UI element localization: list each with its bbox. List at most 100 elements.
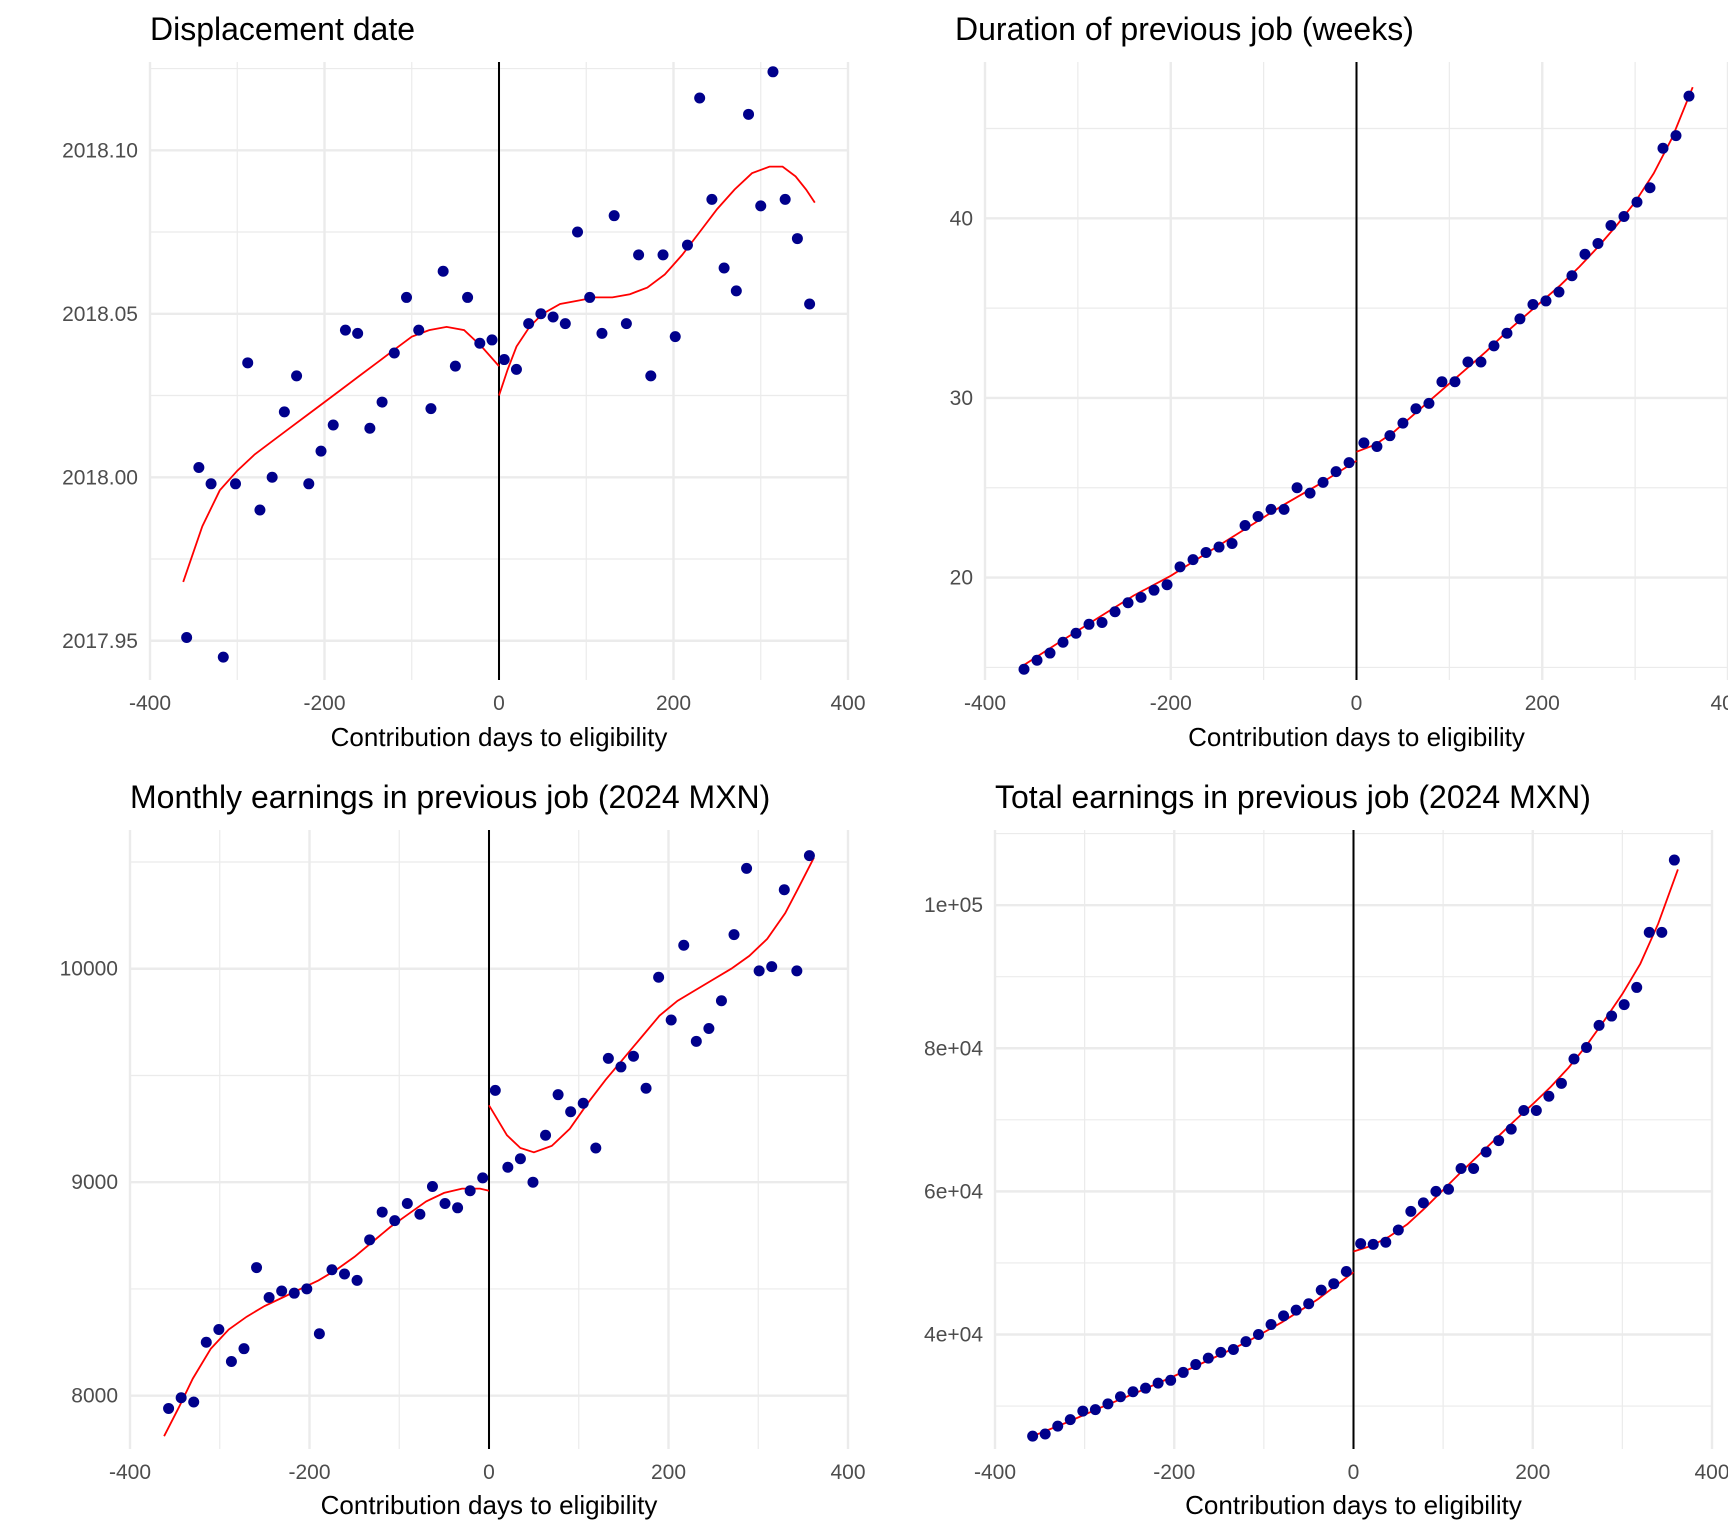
- data-point: [1190, 1359, 1202, 1371]
- fit-right-line: [498, 165, 816, 396]
- x-tick-label: 0: [493, 692, 505, 715]
- data-point: [1443, 1183, 1455, 1195]
- data-point: [352, 327, 364, 339]
- y-axis: 2017.95 2018.00 2018.05 2018.10: [62, 139, 138, 652]
- y-tick-label: 2018.10: [62, 139, 138, 162]
- data-point: [1468, 1162, 1480, 1174]
- x-tick-label: -200: [288, 1461, 330, 1484]
- y-tick-label: 2018.00: [62, 466, 138, 489]
- data-point: [401, 291, 413, 303]
- y-tick-label: 6e+04: [924, 1180, 983, 1203]
- data-point: [276, 1285, 288, 1297]
- x-tick-label: 400: [1694, 1461, 1728, 1484]
- data-point: [1543, 1090, 1555, 1102]
- data-point: [791, 965, 803, 977]
- data-point: [1593, 1019, 1605, 1031]
- data-point: [1568, 1053, 1580, 1065]
- data-point: [1380, 1236, 1392, 1248]
- data-point: [439, 1198, 451, 1210]
- x-tick-label: 400: [1710, 692, 1728, 715]
- data-point: [1174, 561, 1186, 573]
- data-point: [205, 478, 217, 490]
- data-point: [1668, 854, 1680, 866]
- y-tick-label: 4e+04: [924, 1324, 983, 1347]
- data-point: [1410, 403, 1422, 415]
- data-point: [1397, 417, 1409, 429]
- x-tick-label: -400: [109, 1461, 151, 1484]
- data-point: [690, 1035, 702, 1047]
- data-point: [577, 1097, 589, 1109]
- x-tick-label: -400: [129, 692, 171, 715]
- data-point: [1278, 1310, 1290, 1322]
- data-point: [681, 239, 693, 251]
- data-point: [303, 478, 315, 490]
- data-point: [351, 1274, 363, 1286]
- data-point: [364, 1234, 376, 1246]
- data-point: [755, 200, 767, 212]
- data-point: [1606, 1010, 1618, 1022]
- data-point: [1315, 1284, 1327, 1296]
- data-point: [1384, 430, 1396, 442]
- y-tick-label: 40: [950, 207, 973, 230]
- data-point: [376, 1206, 388, 1218]
- fit-left-line: [163, 1187, 490, 1437]
- data-point: [1449, 376, 1461, 388]
- data-point: [288, 1287, 300, 1299]
- data-point: [502, 1161, 514, 1173]
- data-points: [1018, 90, 1695, 675]
- data-point: [1566, 270, 1578, 282]
- data-point: [301, 1283, 313, 1295]
- data-point: [1392, 1224, 1404, 1236]
- data-point: [263, 1291, 275, 1303]
- data-point: [254, 504, 266, 516]
- data-point: [1643, 926, 1655, 938]
- data-point: [401, 1198, 413, 1210]
- data-point: [175, 1392, 187, 1404]
- data-point: [200, 1336, 212, 1348]
- data-point: [1330, 466, 1342, 478]
- x-tick-label: -400: [964, 692, 1006, 715]
- x-axis: -400 -200 0 200 400: [974, 1461, 1728, 1484]
- x-tick-label: 0: [1351, 692, 1363, 715]
- data-point: [1358, 437, 1370, 449]
- data-point: [1044, 647, 1056, 659]
- data-point: [1161, 579, 1173, 591]
- data-point: [718, 262, 730, 274]
- data-point: [1618, 999, 1630, 1011]
- data-point: [552, 1089, 564, 1101]
- data-point: [1514, 313, 1526, 325]
- data-point: [1355, 1238, 1367, 1250]
- data-point: [489, 1084, 501, 1096]
- data-point: [181, 631, 193, 643]
- fit-left-line: [182, 325, 500, 583]
- x-tick-label: -200: [303, 692, 345, 715]
- data-points: [181, 66, 816, 663]
- y-tick-label: 10000: [60, 958, 118, 981]
- y-tick-label: 2018.05: [62, 303, 138, 326]
- data-point: [1436, 376, 1448, 388]
- data-point: [1343, 457, 1355, 469]
- data-point: [437, 265, 449, 277]
- data-point: [657, 249, 669, 261]
- data-point: [1631, 981, 1643, 993]
- data-point: [1187, 554, 1199, 566]
- data-point: [188, 1396, 200, 1408]
- data-point: [1291, 482, 1303, 494]
- data-point: [590, 1142, 602, 1154]
- x-axis-label: Contribution days to eligibility: [331, 722, 668, 752]
- data-point: [653, 971, 665, 983]
- data-point: [1328, 1278, 1340, 1290]
- data-point: [1226, 537, 1238, 549]
- data-point: [1371, 440, 1383, 452]
- data-point: [1579, 248, 1591, 260]
- data-point: [1553, 286, 1565, 298]
- data-point: [1252, 511, 1264, 523]
- panel-title: Displacement date: [150, 11, 415, 47]
- data-point: [242, 357, 254, 369]
- y-tick-label: 8000: [71, 1385, 118, 1408]
- data-point: [1423, 397, 1435, 409]
- x-tick-label: -200: [1153, 1461, 1195, 1484]
- data-point: [339, 324, 351, 336]
- data-point: [477, 1172, 489, 1184]
- data-point: [1102, 1398, 1114, 1410]
